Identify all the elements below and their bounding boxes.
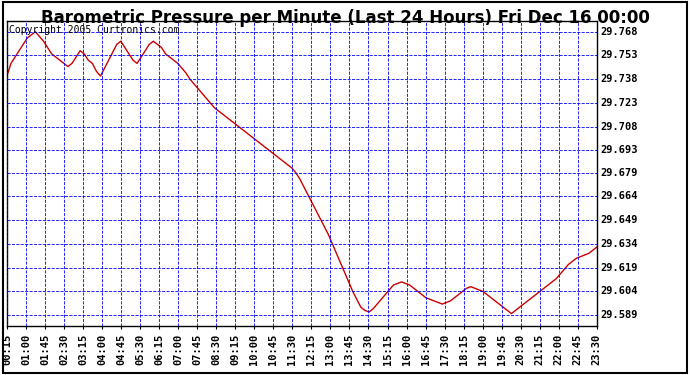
Text: 29.768: 29.768 bbox=[600, 27, 638, 37]
Text: 29.634: 29.634 bbox=[600, 239, 638, 249]
Text: 29.619: 29.619 bbox=[600, 262, 638, 273]
Text: 29.589: 29.589 bbox=[600, 310, 638, 320]
Text: 29.753: 29.753 bbox=[600, 51, 638, 60]
Text: 29.604: 29.604 bbox=[600, 286, 638, 296]
Text: 29.738: 29.738 bbox=[600, 74, 638, 84]
Text: 29.679: 29.679 bbox=[600, 168, 638, 178]
Text: 29.693: 29.693 bbox=[600, 146, 638, 156]
Text: 29.708: 29.708 bbox=[600, 122, 638, 132]
Text: 29.723: 29.723 bbox=[600, 98, 638, 108]
Text: Barometric Pressure per Minute (Last 24 Hours) Fri Dec 16 00:00: Barometric Pressure per Minute (Last 24 … bbox=[41, 9, 649, 27]
Text: 29.649: 29.649 bbox=[600, 215, 638, 225]
Text: 29.664: 29.664 bbox=[600, 191, 638, 201]
Text: Copyright 2005 Curtronics.com: Copyright 2005 Curtronics.com bbox=[9, 25, 179, 35]
